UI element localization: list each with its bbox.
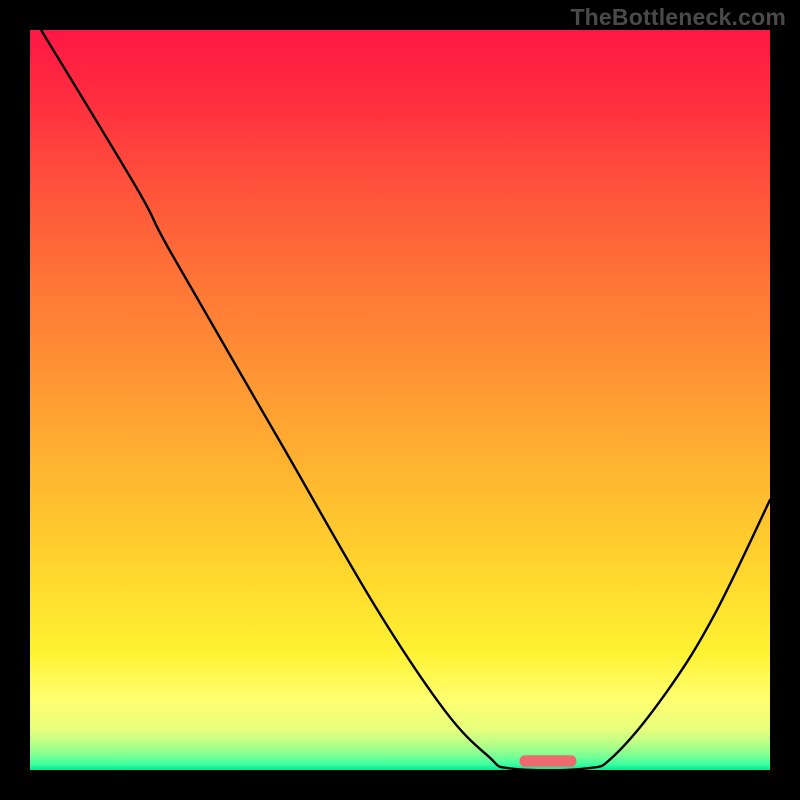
watermark-text: TheBottleneck.com xyxy=(570,4,786,31)
bottleneck-chart xyxy=(0,0,800,800)
optimal-range-marker xyxy=(520,755,577,767)
chart-container: TheBottleneck.com xyxy=(0,0,800,800)
gradient-background xyxy=(30,30,770,770)
